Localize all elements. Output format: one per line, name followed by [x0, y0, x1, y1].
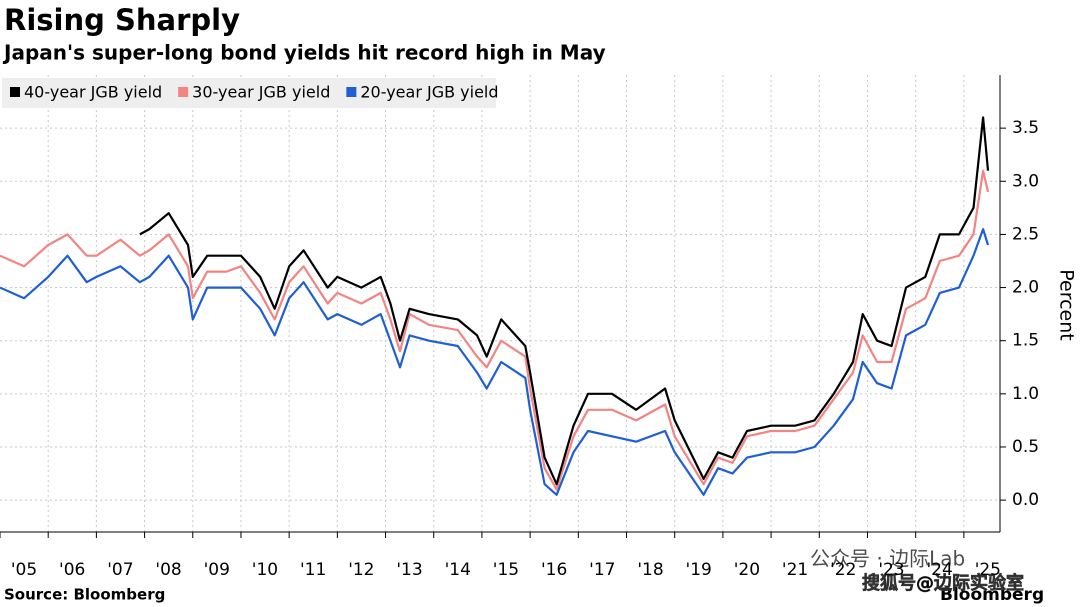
x-tick-label: '24 — [927, 560, 953, 580]
x-tick-label: '06 — [59, 560, 85, 580]
y-tick-label: 0.0 — [1012, 490, 1039, 510]
x-tick-label: '21 — [782, 560, 808, 580]
x-tick-label: '19 — [686, 560, 712, 580]
x-tick-label: '05 — [11, 560, 37, 580]
x-tick-label: '16 — [541, 560, 567, 580]
x-tick-label: '07 — [107, 560, 133, 580]
y-tick-label: 3.5 — [1012, 118, 1039, 138]
x-tick-label: '25 — [975, 560, 1001, 580]
y-tick-label: 1.5 — [1012, 331, 1039, 351]
y-tick-label: 0.5 — [1012, 437, 1039, 457]
y-tick-label: 3.0 — [1012, 171, 1039, 191]
logo: Bloomberg — [940, 585, 1044, 605]
legend-swatch — [10, 87, 20, 97]
x-tick-label: '14 — [445, 560, 471, 580]
x-tick-label: '10 — [252, 560, 278, 580]
chart-subtitle: Japan's super-long bond yields hit recor… — [2, 41, 606, 65]
x-tick-label: '18 — [637, 560, 663, 580]
watermark: 公众号 · 边际Lab — [810, 547, 965, 571]
x-tick-label: '15 — [493, 560, 519, 580]
x-tick-label: '17 — [589, 560, 615, 580]
series-line — [0, 228, 990, 496]
x-tick-label: '11 — [300, 560, 326, 580]
x-tick-label: '08 — [155, 560, 181, 580]
legend-swatch — [178, 87, 189, 97]
chart-title: Rising Sharply — [4, 3, 240, 37]
y-tick-label: 2.0 — [1012, 278, 1039, 298]
legend-swatch — [346, 87, 357, 97]
legend-label: 30-year JGB yield — [192, 83, 330, 102]
y-tick-label: 2.5 — [1012, 224, 1039, 244]
series-line — [139, 116, 990, 486]
x-tick-label: '22 — [830, 560, 856, 580]
watermark: 搜狐号@边际实验室 — [862, 572, 1024, 594]
x-tick-label: '12 — [348, 560, 374, 580]
legend-label: 20-year JGB yield — [360, 83, 498, 102]
series-line — [0, 169, 990, 491]
source: Source: Bloomberg — [4, 586, 165, 604]
x-tick-label: '23 — [878, 560, 904, 580]
x-tick-label: '13 — [396, 560, 422, 580]
legend-background — [2, 78, 496, 108]
legend-label: 40-year JGB yield — [24, 83, 162, 102]
x-tick-label: '20 — [734, 560, 760, 580]
y-tick-label: 1.0 — [1012, 384, 1039, 404]
y-axis-label: Percent — [1056, 269, 1078, 341]
x-tick-label: '09 — [204, 560, 230, 580]
